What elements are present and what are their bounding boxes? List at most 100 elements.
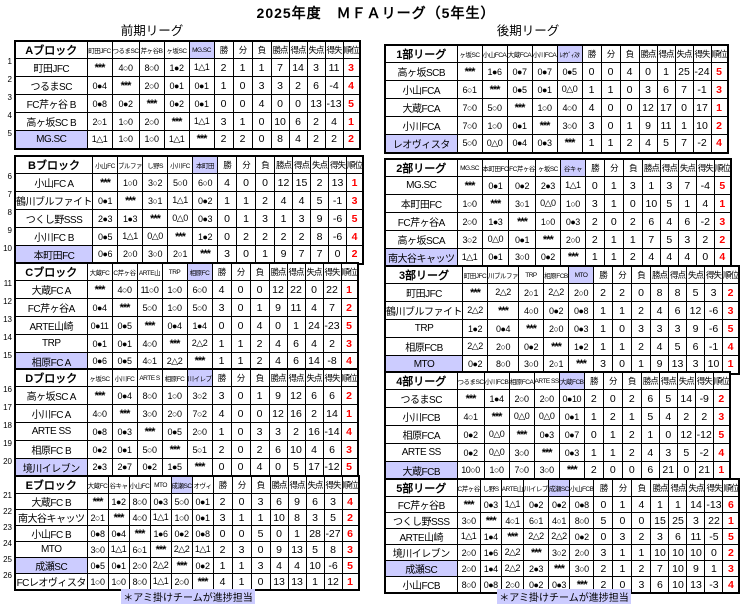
stat-cell: 1	[274, 209, 293, 228]
stat-cell: 10	[668, 544, 688, 561]
self-cell: ***	[107, 509, 130, 526]
league-table: Aブロック 町田JFC つるまSC 芹ヶ谷B ヶ坂SC MG.SC 勝分負勝点 得点 失点 得失順…	[14, 40, 361, 150]
opponent-header: MTO	[568, 265, 594, 284]
match-cell: 0●4	[86, 76, 113, 95]
stat-cell: 2	[249, 440, 270, 459]
stat-header: 勝点	[269, 475, 289, 494]
stat-cell: 1	[593, 301, 613, 320]
match-cell: 7○2	[186, 404, 213, 423]
rank-cell: 5	[710, 62, 729, 81]
block-title: 5部リーグ	[384, 478, 458, 497]
match-cell: 1○0	[107, 573, 130, 591]
stat-cell: 0	[581, 62, 602, 81]
stat-cell: 9	[268, 386, 288, 405]
self-cell: ***	[128, 525, 151, 542]
match-cell: 11○0	[136, 280, 163, 299]
opponent-header: し野S	[479, 478, 502, 497]
league-table: 2部リーグ MG.SC 本町田FC FC芹ヶ谷 ヶ坂SC 谷キャ勝分負勝点 得点 失点 得失 順位…	[384, 158, 732, 268]
stat-cell: 10	[692, 116, 712, 135]
stat-cell: 4	[324, 112, 344, 131]
stat-cell: 2	[306, 130, 326, 149]
match-cell: 1△1	[188, 112, 215, 131]
self-cell: ***	[481, 194, 510, 213]
opponent-header: 小山FC	[92, 155, 118, 174]
rank-cell: 5	[722, 319, 740, 338]
team-name: 小山FCB	[384, 576, 458, 594]
block-title: Dブロック	[14, 368, 88, 387]
stat-cell: 3	[668, 319, 687, 338]
match-cell: 5○0	[456, 134, 483, 153]
row-number: 5	[7, 129, 12, 138]
match-cell: 8○0	[568, 512, 595, 529]
stat-cell: 0	[268, 458, 288, 477]
stat-cell: 1	[602, 425, 623, 444]
stat-cell: 8	[668, 283, 687, 302]
rank-cell: 6	[341, 525, 360, 542]
stat-header: 得点	[659, 158, 679, 177]
match-cell: 0●1	[531, 80, 558, 99]
self-cell: ***	[136, 422, 163, 441]
stat-cell: 7	[322, 298, 342, 317]
stat-cell: 17	[656, 98, 676, 117]
stat-cell: 17	[692, 98, 712, 117]
stat-header: 分	[602, 371, 623, 390]
match-cell: 2○0	[186, 422, 213, 441]
stat-cell: 2	[213, 58, 234, 77]
team-name: 鶴川ブルファイト	[14, 191, 93, 210]
stat-header: 勝	[213, 40, 234, 59]
stat-cell: 7	[650, 560, 670, 577]
team-name: 町田JFC	[14, 58, 88, 77]
stat-cell: 0	[232, 76, 253, 95]
match-cell: 2○1	[86, 112, 113, 131]
stat-header: 分	[236, 155, 256, 174]
stat-cell: 0	[288, 94, 308, 113]
rank-cell: 5	[722, 528, 740, 545]
opponent-header: 谷キャ	[559, 158, 586, 177]
stat-cell: 4	[251, 94, 272, 113]
match-cell: 0●2	[568, 528, 595, 545]
match-cell: 0●2	[456, 425, 485, 444]
match-cell: 0●2	[522, 496, 549, 513]
match-cell: 2○0	[161, 404, 188, 423]
match-cell: 2○0	[533, 389, 560, 408]
rank-cell: 2	[712, 389, 731, 408]
stat-cell: 0	[600, 98, 621, 117]
stat-cell: 2	[584, 212, 605, 231]
stat-cell: 1	[704, 560, 724, 577]
block-title: 3部リーグ	[384, 265, 463, 284]
opponent-header: C芹ヶ谷	[111, 262, 138, 281]
stat-cell: 1	[236, 209, 256, 228]
row-number: 6	[7, 172, 12, 181]
league-block: 2部リーグ MG.SC 本町田FC FC芹ヶ谷 ヶ坂SC 谷キャ勝分負勝点 得点 失点 得失 順位…	[378, 158, 732, 268]
match-cell: 1●5	[161, 458, 188, 477]
stat-header: 得失	[328, 155, 347, 174]
stat-cell: 0	[584, 176, 605, 195]
opponent-header: ヶ坂SC	[456, 44, 483, 63]
match-cell: 5○0	[136, 298, 163, 317]
self-cell: ***	[508, 425, 535, 444]
stat-cell: 1	[622, 230, 643, 249]
stat-cell: 6	[668, 301, 687, 320]
stat-cell: 1	[581, 134, 602, 153]
stat-cell: 7	[270, 58, 290, 77]
team-name: 境川イレブン	[14, 458, 88, 477]
block-title: 1部リーグ	[384, 44, 458, 63]
stat-cell: 2	[255, 191, 275, 210]
match-cell: 0●5	[111, 316, 138, 335]
match-cell: 8○0	[138, 58, 165, 77]
match-cell: 0●4	[487, 319, 519, 338]
match-cell: 8○0	[136, 386, 163, 405]
match-cell: 0●1	[481, 248, 510, 267]
league-table: 1部リーグ ヶ坂SC 小山FCA 大蔵FCA 小川FCA ﾚｵｳﾞｨｽﾀ勝分負勝点 得点 失点…	[384, 44, 729, 154]
match-cell: 0△0	[483, 443, 510, 462]
row-number: 22	[3, 507, 12, 516]
match-cell: 2○0	[117, 245, 143, 264]
opponent-header: TRP	[161, 262, 188, 281]
stat-header: 得点	[286, 368, 306, 387]
self-cell: ***	[508, 212, 536, 231]
match-cell: 0●2	[518, 337, 544, 356]
match-cell: 4○1	[456, 407, 485, 426]
stat-cell: 2	[310, 173, 329, 192]
match-cell: 1○0	[117, 173, 143, 192]
match-cell: 5○0	[186, 298, 213, 317]
